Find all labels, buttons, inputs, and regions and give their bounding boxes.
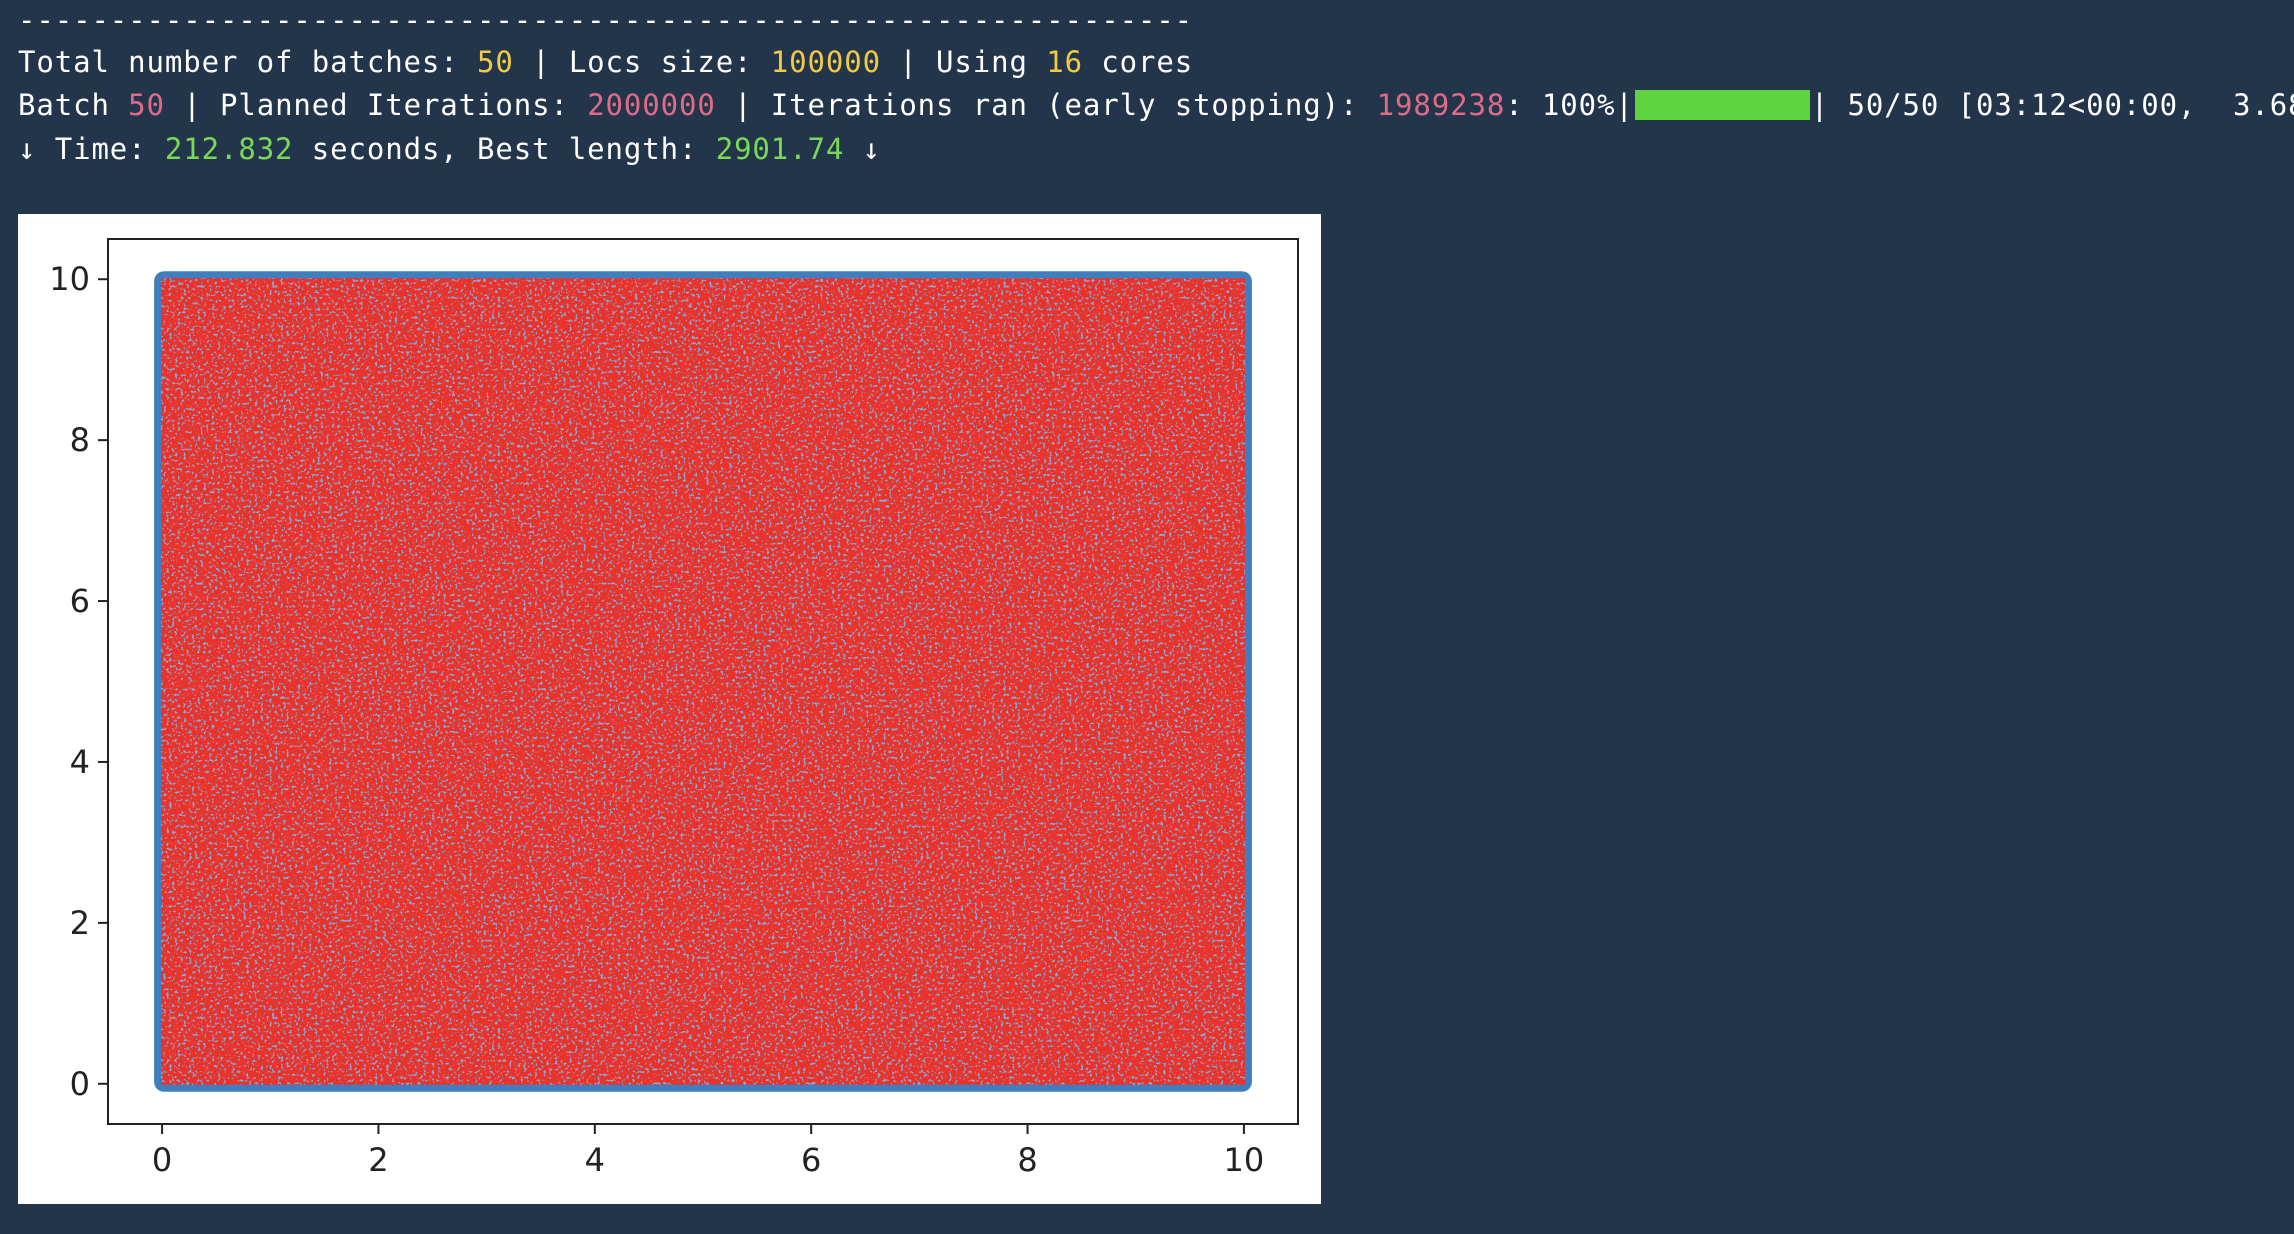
ran-label: | Iterations ran (early stopping): [715, 88, 1377, 122]
locs-size: 100000 [770, 45, 881, 79]
x-tick-label: 6 [801, 1141, 821, 1179]
point-speckle-overlay [161, 278, 1245, 1085]
x-tick-label: 4 [585, 1141, 605, 1179]
y-tick-label: 10 [49, 260, 90, 298]
iterations-ran: 1989238 [1376, 88, 1506, 122]
locs-label: | Locs size: [513, 45, 771, 79]
progress-line: Batch 50 | Planned Iterations: 2000000 |… [18, 85, 2294, 125]
batches-label: Total number of batches: [18, 45, 477, 79]
plot-figure: 0 2 4 6 8 10 0 2 4 6 8 10 [18, 214, 1321, 1204]
cores-label: cores [1082, 45, 1194, 79]
x-tick-label: 8 [1017, 1141, 1037, 1179]
time-label: ↓ Time: [18, 132, 165, 166]
using-label: | Using [880, 45, 1047, 79]
planned-label: | Planned Iterations: [164, 88, 588, 122]
best-length-label: seconds, Best length: [293, 132, 716, 166]
best-length-value: 2901.74 [715, 132, 845, 166]
x-tick-label: 2 [368, 1141, 388, 1179]
y-tick-label: 6 [70, 582, 90, 620]
y-tick-label: 2 [70, 904, 90, 942]
cores-count: 16 [1046, 45, 1083, 79]
progress-bar [1634, 90, 1810, 120]
y-tick-label: 4 [70, 743, 90, 781]
time-value: 212.832 [164, 132, 294, 166]
scatter-plot: 0 2 4 6 8 10 0 2 4 6 8 10 [49, 238, 1299, 1179]
y-axis: 0 2 4 6 8 10 [49, 260, 108, 1103]
result-line: ↓ Time: 212.832 seconds, Best length: 29… [18, 129, 881, 169]
progress-percent: : 100%| [1505, 88, 1634, 122]
batch-summary-line: Total number of batches: 50 | Locs size:… [18, 42, 1193, 82]
batch-number: 50 [128, 88, 165, 122]
progress-stats: | 50/50 [03:12<00:00, 3.68s/it] [1810, 88, 2294, 122]
x-tick-label: 0 [152, 1141, 172, 1179]
batches-count: 50 [477, 45, 514, 79]
planned-iterations: 2000000 [587, 88, 716, 122]
y-tick-label: 0 [70, 1065, 90, 1103]
series-layer [154, 271, 1252, 1092]
x-tick-label: 10 [1224, 1141, 1265, 1179]
arrow-down-icon: ↓ [844, 132, 881, 166]
plot-axes-frame [107, 238, 1299, 1125]
batch-label: Batch [18, 88, 129, 122]
separator-line: ----------------------------------------… [18, 3, 1194, 37]
y-tick-label: 8 [70, 421, 90, 459]
x-axis: 0 2 4 6 8 10 [152, 1124, 1264, 1179]
